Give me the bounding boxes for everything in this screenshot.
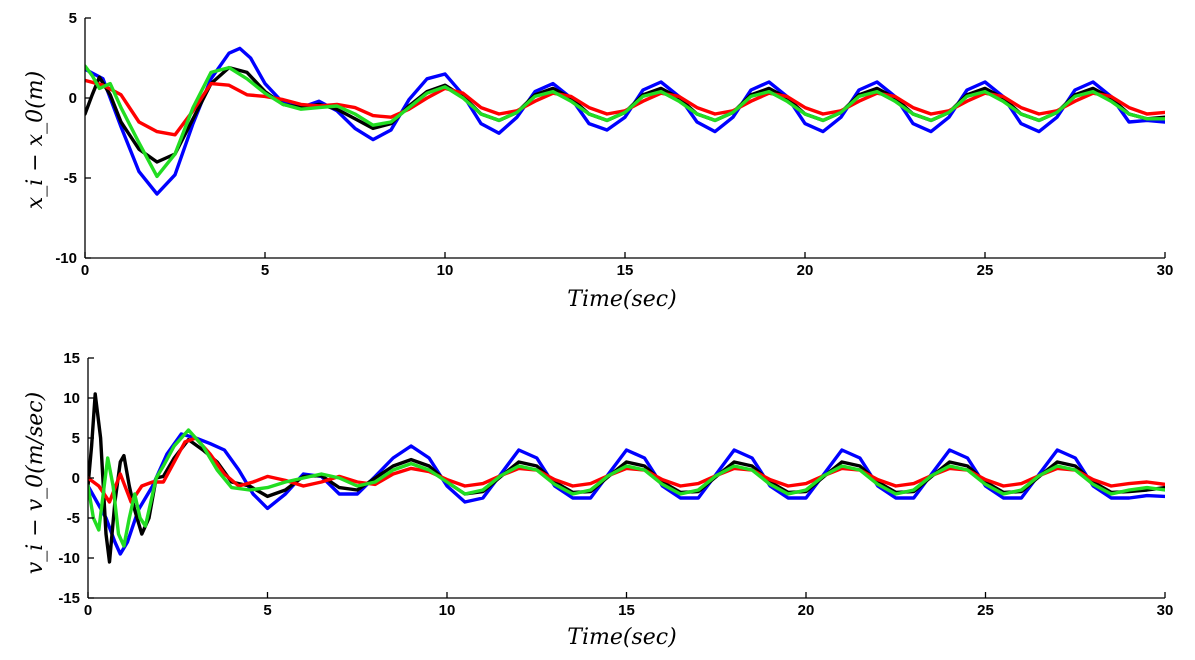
velocity-axes: 0 5 10 15 20 25 30 -15 -10 -5 0 5 10 15 [58,350,1173,619]
position-x-tick-label: 15 [617,262,634,279]
position-x-tick-label: 25 [977,262,994,279]
position-series-line-4 [85,64,1165,179]
position-y-axis-label: x_i − x_0(m) [23,71,48,209]
velocity-error-chart: 0 5 10 15 20 25 30 -15 -10 -5 0 5 10 15 Time(sec) v_i… [23,350,1173,650]
velocity-series-group [88,392,1165,564]
velocity-series-line-1 [88,432,1165,556]
velocity-y-tick-label: -5 [67,510,80,527]
position-x-axis-label: Time(sec) [567,287,676,312]
position-series-group [85,46,1165,196]
velocity-series-line-2 [88,392,1165,564]
velocity-series-line-4 [88,428,1165,548]
position-error-chart: 0 5 10 15 20 25 30 -10 -5 0 5 Time(sec) x_i − x_0(… [23,10,1173,312]
velocity-y-tick-label: 10 [63,390,80,407]
position-y-tick-label: 0 [69,90,77,107]
position-y-tick-label: -10 [55,250,77,267]
velocity-x-tick-label: 15 [618,602,635,619]
velocity-x-tick-label: 10 [439,602,456,619]
velocity-y-axis-label: v_i − v_0(m/sec) [23,392,48,574]
velocity-y-tick-label: 0 [72,470,80,487]
position-y-tick-label: 5 [69,10,77,27]
velocity-x-tick-label: 5 [263,602,271,619]
position-x-tick-label: 10 [437,262,454,279]
position-x-tick-label: 5 [261,262,269,279]
velocity-y-tick-label: 5 [72,430,80,447]
velocity-x-tick-label: 0 [84,602,92,619]
position-series-line-3 [85,78,1165,137]
velocity-y-tick-label: -15 [58,590,80,607]
position-axes: 0 5 10 15 20 25 30 -10 -5 0 5 [55,10,1173,279]
velocity-y-tick-label: -10 [58,550,80,567]
velocity-y-tick-label: 15 [63,350,80,367]
position-x-tick-label: 20 [797,262,814,279]
position-x-tick-label: 30 [1157,262,1174,279]
velocity-x-axis-label: Time(sec) [567,625,676,650]
position-series-line-1 [85,46,1165,196]
velocity-x-tick-label: 20 [798,602,815,619]
position-x-tick-label: 0 [81,262,89,279]
velocity-x-tick-label: 25 [977,602,994,619]
velocity-x-tick-label: 30 [1157,602,1174,619]
position-y-tick-label: -5 [64,170,77,187]
